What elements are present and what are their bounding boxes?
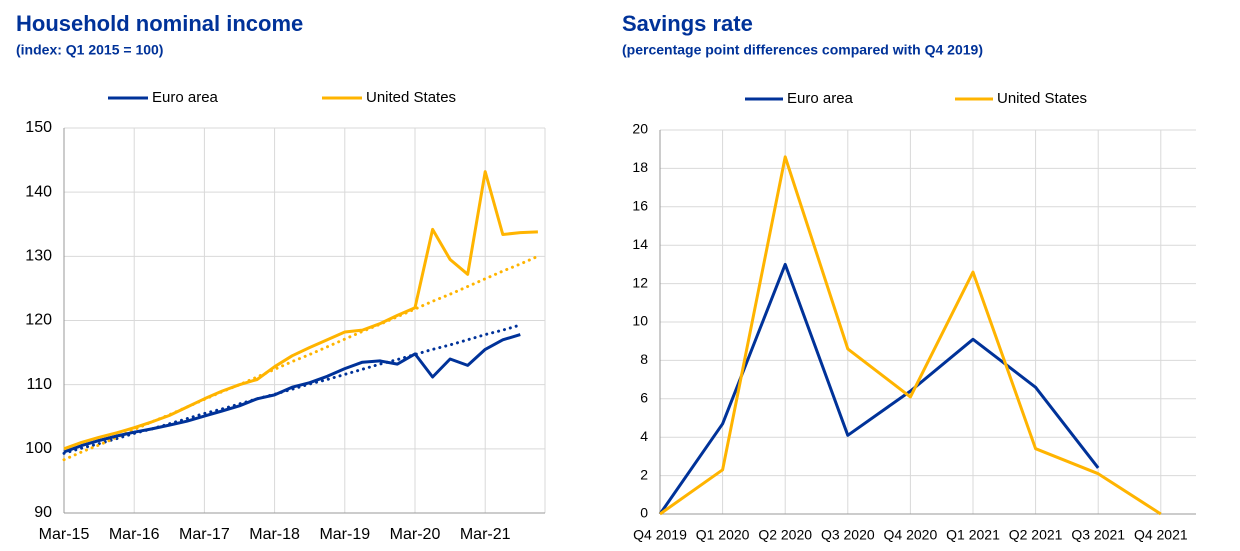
y-tick-label: 110 <box>26 376 52 393</box>
y-tick-label: 4 <box>640 428 648 444</box>
x-tick-label: Q4 2021 <box>1134 527 1188 543</box>
x-tick-label: Q2 2020 <box>758 527 812 543</box>
x-tick-label: Mar-19 <box>319 526 370 543</box>
series-line <box>658 262 1100 515</box>
y-tick-label: 0 <box>640 505 648 521</box>
y-tick-label: 20 <box>632 121 648 137</box>
x-tick-label: Q3 2021 <box>1071 527 1125 543</box>
legend-label: United States <box>997 90 1087 107</box>
x-tick-label: Q1 2020 <box>696 527 750 543</box>
x-tick-label: Mar-17 <box>179 526 230 543</box>
x-tick-label: Q2 2021 <box>1009 527 1063 543</box>
y-tick-label: 10 <box>632 313 648 329</box>
y-tick-label: 8 <box>640 351 648 367</box>
chart-subtitle: (percentage point differences compared w… <box>622 42 983 58</box>
y-tick-label: 12 <box>632 274 648 290</box>
x-tick-label: Q3 2020 <box>821 527 875 543</box>
chart-title: Household nominal income <box>16 11 303 36</box>
y-tick-label: 100 <box>25 440 52 457</box>
x-tick-label: Mar-18 <box>249 526 300 543</box>
legend-label: United States <box>366 89 456 106</box>
x-tick-label: Q1 2021 <box>946 527 1000 543</box>
x-tick-label: Mar-21 <box>460 526 511 543</box>
y-tick-label: 90 <box>34 504 52 521</box>
series-line <box>659 155 1162 516</box>
y-tick-label: 2 <box>640 466 648 482</box>
y-tick-label: 140 <box>25 183 52 200</box>
x-tick-label: Mar-15 <box>39 526 90 543</box>
trend-line <box>62 254 540 462</box>
series-line <box>63 333 521 454</box>
y-tick-label: 14 <box>632 236 648 252</box>
legend-label: Euro area <box>152 89 219 106</box>
series-line <box>63 170 538 451</box>
y-tick-label: 150 <box>25 119 52 136</box>
x-tick-label: Q4 2020 <box>884 527 938 543</box>
y-tick-label: 6 <box>640 390 648 406</box>
x-tick-label: Mar-20 <box>390 526 441 543</box>
chart-subtitle: (index: Q1 2015 = 100) <box>16 42 163 58</box>
legend-label: Euro area <box>787 90 854 107</box>
x-tick-label: Mar-16 <box>109 526 160 543</box>
chart-title: Savings rate <box>622 11 753 36</box>
y-tick-label: 130 <box>25 248 52 265</box>
x-tick-label: Q4 2019 <box>633 527 687 543</box>
y-tick-label: 18 <box>632 159 648 175</box>
y-tick-label: 120 <box>25 312 52 329</box>
y-tick-label: 16 <box>632 198 648 214</box>
